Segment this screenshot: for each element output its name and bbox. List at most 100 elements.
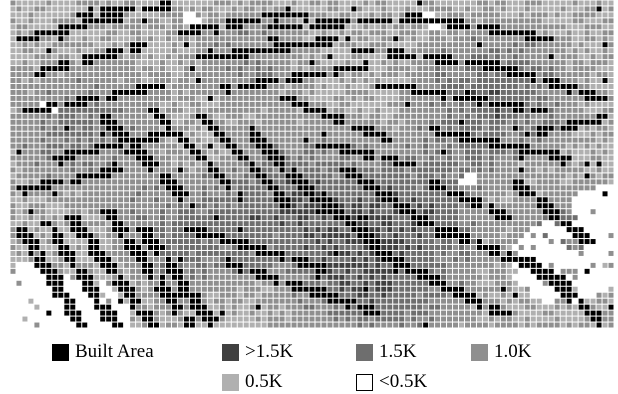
built-area-cell xyxy=(500,66,506,72)
density-cell xyxy=(351,155,357,161)
density-cell xyxy=(465,256,470,262)
density-cell xyxy=(590,143,596,149)
built-area-cell xyxy=(94,256,100,262)
density-cell xyxy=(22,119,28,125)
density-cell xyxy=(22,30,28,36)
density-cell xyxy=(560,54,566,60)
built-area-cell xyxy=(506,66,512,72)
density-cell xyxy=(70,66,76,72)
density-cell xyxy=(237,119,243,125)
density-cell xyxy=(542,48,548,54)
density-cell xyxy=(315,167,321,173)
built-area-cell xyxy=(118,167,124,173)
density-cell xyxy=(447,155,453,161)
built-area-cell xyxy=(387,256,393,262)
density-cell xyxy=(453,6,459,12)
built-area-cell xyxy=(447,60,453,66)
density-cell xyxy=(189,78,195,83)
built-area-cell xyxy=(488,101,494,107)
density-cell xyxy=(488,268,494,274)
density-cell xyxy=(243,107,249,113)
built-area-cell xyxy=(602,191,608,197)
built-area-cell xyxy=(291,286,297,292)
density-cell xyxy=(46,215,52,221)
density-cell xyxy=(524,221,530,227)
density-cell xyxy=(459,60,464,66)
built-area-cell xyxy=(231,24,237,30)
built-area-cell xyxy=(243,155,249,161)
density-cell xyxy=(154,280,159,286)
density-cell xyxy=(100,155,106,161)
density-cell xyxy=(148,89,154,95)
density-cell xyxy=(22,6,28,12)
density-cell xyxy=(315,6,321,12)
density-cell xyxy=(189,197,195,203)
density-cell xyxy=(255,191,261,197)
density-cell xyxy=(506,83,512,89)
density-cell xyxy=(602,60,608,66)
built-area-cell xyxy=(195,227,201,233)
built-area-cell xyxy=(315,143,321,149)
built-area-cell xyxy=(58,233,64,239)
density-cell xyxy=(524,95,530,101)
density-cell xyxy=(429,155,435,161)
density-cell xyxy=(112,250,118,256)
density-cell xyxy=(237,89,243,95)
density-cell xyxy=(411,101,417,107)
density-cell xyxy=(46,0,52,6)
density-cell xyxy=(602,6,608,12)
density-cell xyxy=(423,113,429,119)
density-cell xyxy=(339,286,345,292)
density-cell xyxy=(28,173,34,179)
density-cell xyxy=(584,107,590,113)
density-cell xyxy=(488,12,494,18)
density-cell xyxy=(267,286,273,292)
density-cell xyxy=(58,18,64,24)
built-area-cell xyxy=(40,185,46,191)
density-cell xyxy=(16,137,22,143)
density-cell xyxy=(560,42,566,48)
density-cell xyxy=(327,227,333,233)
density-cell xyxy=(231,227,237,233)
density-cell xyxy=(88,262,94,268)
density-cell xyxy=(465,54,470,60)
density-cell xyxy=(387,95,393,101)
density-cell xyxy=(237,125,243,131)
density-cell xyxy=(88,155,94,161)
density-cell xyxy=(213,101,219,107)
density-cell xyxy=(572,274,578,280)
density-cell xyxy=(309,149,315,155)
built-area-cell xyxy=(542,197,548,203)
density-cell xyxy=(566,143,572,149)
built-area-cell xyxy=(22,227,28,233)
density-cell xyxy=(393,24,399,30)
built-area-cell xyxy=(297,179,303,185)
density-cell xyxy=(393,233,399,239)
density-cell xyxy=(387,149,393,155)
density-cell xyxy=(237,209,243,215)
density-cell xyxy=(387,239,393,245)
built-area-cell xyxy=(494,24,500,30)
density-cell xyxy=(46,18,52,24)
built-area-cell xyxy=(518,155,524,161)
density-cell xyxy=(28,221,34,227)
density-cell xyxy=(243,137,249,143)
density-cell xyxy=(315,179,321,185)
density-cell xyxy=(76,256,82,262)
density-cell xyxy=(465,245,470,250)
density-cell xyxy=(345,286,351,292)
built-area-cell xyxy=(470,203,476,209)
built-area-cell xyxy=(465,89,470,95)
density-cell xyxy=(261,0,267,6)
density-cell xyxy=(596,101,602,107)
density-cell xyxy=(566,173,572,179)
built-area-cell xyxy=(177,191,183,197)
density-cell xyxy=(488,161,494,167)
built-area-cell xyxy=(64,245,70,250)
density-cell xyxy=(500,113,506,119)
density-cell xyxy=(76,155,82,161)
density-cell xyxy=(46,137,52,143)
density-cell xyxy=(542,286,548,292)
built-area-cell xyxy=(112,215,118,221)
density-cell xyxy=(500,221,506,227)
